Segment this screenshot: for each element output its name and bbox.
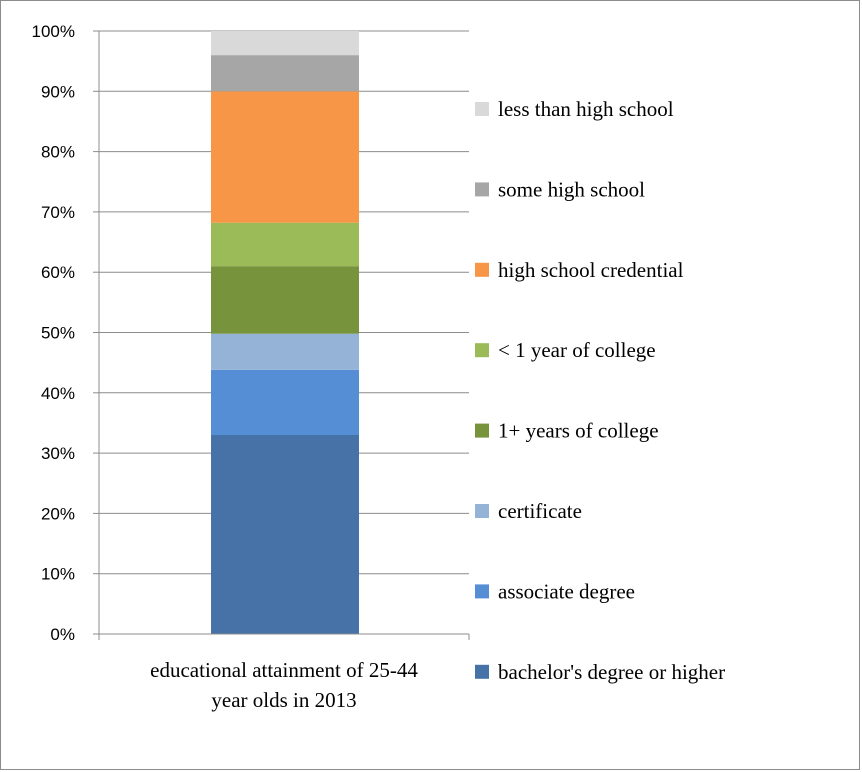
bar-segment xyxy=(211,55,359,92)
legend-item: high school credential xyxy=(475,258,684,282)
y-tick-label: 20% xyxy=(41,504,75,523)
legend-label: associate degree xyxy=(498,579,635,603)
legend-label: < 1 year of college xyxy=(498,338,656,362)
category-label-line: educational attainment of 25-44 xyxy=(150,658,418,682)
bar-segment xyxy=(211,266,359,334)
legend: less than high school some high school hig… xyxy=(475,97,725,684)
legend-swatch xyxy=(475,504,489,518)
category-label-line: year olds in 2013 xyxy=(211,688,356,712)
y-tick-label: 0% xyxy=(50,625,75,644)
y-tick-labels: 0% 10% 20% 30% 40% 50% 60% 70% 80% 90% 100% xyxy=(32,22,75,644)
y-tick-label: 40% xyxy=(41,384,75,403)
bar-segment xyxy=(211,333,359,370)
legend-item: bachelor's degree or higher xyxy=(475,660,725,684)
category-label-text: educational attainment of 25-44 year olds… xyxy=(150,658,418,712)
y-tick-label: 70% xyxy=(41,203,75,222)
y-tick-label: 80% xyxy=(41,143,75,162)
legend-item: < 1 year of college xyxy=(475,338,656,362)
legend-item: some high school xyxy=(475,177,645,201)
legend-label: 1+ years of college xyxy=(498,419,659,443)
legend-swatch xyxy=(475,102,489,116)
bar-segment xyxy=(211,31,359,56)
category-label: educational attainment of 25-44 year olds… xyxy=(150,658,418,712)
legend-label: bachelor's degree or higher xyxy=(498,660,725,684)
bar-segment xyxy=(211,369,359,436)
bar-segment xyxy=(211,435,359,634)
y-tick-label: 30% xyxy=(41,444,75,463)
legend-item: 1+ years of college xyxy=(475,419,659,443)
legend-label: certificate xyxy=(498,499,582,523)
legend-swatch xyxy=(475,584,489,599)
y-tick-label: 90% xyxy=(41,82,75,101)
legend-label: some high school xyxy=(498,177,645,201)
y-tick-label: 100% xyxy=(32,22,75,41)
legend-label: high school credential xyxy=(498,258,684,282)
legend-swatch xyxy=(475,423,489,438)
y-tick-label: 50% xyxy=(41,324,75,343)
legend-swatch xyxy=(475,262,489,277)
bar-stack xyxy=(211,31,359,634)
legend-swatch xyxy=(475,343,489,358)
legend-swatch xyxy=(475,664,489,679)
axes xyxy=(93,30,470,640)
legend-swatch xyxy=(475,182,489,197)
legend-item: certificate xyxy=(475,499,582,523)
bar-segment xyxy=(211,222,359,267)
y-tick-label: 60% xyxy=(41,263,75,282)
y-tick-label: 10% xyxy=(41,565,75,584)
legend-label: less than high school xyxy=(498,97,674,121)
bar-segment xyxy=(211,91,359,223)
legend-item: associate degree xyxy=(475,579,635,603)
legend-item: less than high school xyxy=(475,97,674,121)
